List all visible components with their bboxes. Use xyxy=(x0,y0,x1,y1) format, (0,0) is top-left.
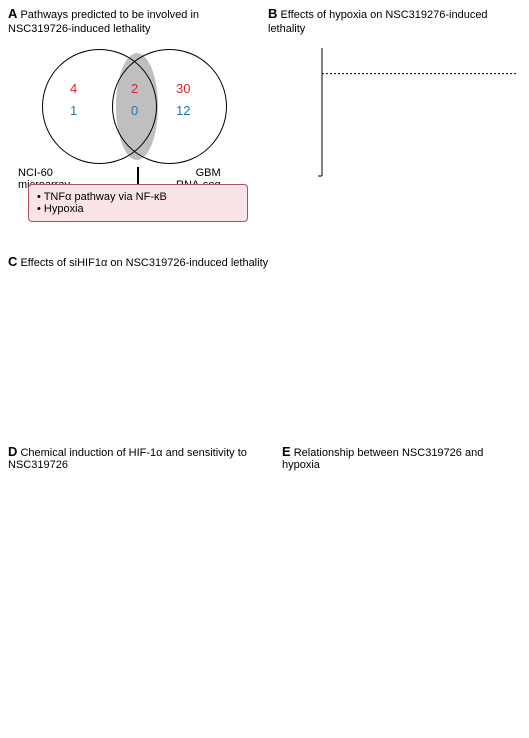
venn-right-circle xyxy=(112,49,227,164)
chart-c xyxy=(272,278,522,416)
result-line-0: • TNFα pathway via NF-κB xyxy=(37,191,239,203)
venn-right-red: 30 xyxy=(176,81,190,96)
panel-e-chart xyxy=(282,484,522,704)
panel-e: E Relationship between NSC319726 and hyp… xyxy=(282,444,522,471)
panel-d: D Chemical induction of HIF-1α and sensi… xyxy=(8,444,258,471)
panel-c-label: C xyxy=(8,254,17,269)
panel-e-label: E xyxy=(282,444,291,459)
venn-left-label-l1: NCI-60 xyxy=(18,167,70,179)
venn-left-red: 4 xyxy=(70,81,77,96)
chart-d xyxy=(20,482,260,632)
panel-a: A Pathways predicted to be involved in N… xyxy=(8,6,260,191)
panel-b-title: Effects of hypoxia on NSC319276-induced … xyxy=(268,9,488,35)
chart-b xyxy=(280,42,520,220)
panel-a-label: A xyxy=(8,6,17,21)
venn-diagram: 4 1 2 0 30 12 NCI-60 microarray GBM RNA-… xyxy=(8,41,248,191)
result-line-1: • Hypoxia xyxy=(37,203,239,215)
panel-d-header: D Chemical induction of HIF-1α and sensi… xyxy=(8,444,258,471)
panel-b-header: B Effects of hypoxia on NSC319276-induce… xyxy=(268,6,524,37)
panel-b-label: B xyxy=(268,6,277,21)
panel-c-title: Effects of siHIF1α on NSC319726-induced … xyxy=(20,257,268,269)
panel-e-title: Relationship between NSC319726 and hypox… xyxy=(282,447,483,471)
panel-a-header: A Pathways predicted to be involved in N… xyxy=(8,6,260,37)
venn-mid-red: 2 xyxy=(131,81,138,96)
panel-d-label: D xyxy=(8,444,17,459)
venn-mid-blue: 0 xyxy=(131,103,138,118)
venn-right-blue: 12 xyxy=(176,103,190,118)
panel-e-header: E Relationship between NSC319726 and hyp… xyxy=(282,444,522,471)
result-box: • TNFα pathway via NF-κB • Hypoxia xyxy=(28,184,248,222)
panel-c: C Effects of siHIF1α on NSC319726-induce… xyxy=(8,254,524,273)
venn-right-label-l1: GBM xyxy=(176,167,221,179)
panel-b: B Effects of hypoxia on NSC319276-induce… xyxy=(268,6,524,37)
panel-c-header: C Effects of siHIF1α on NSC319726-induce… xyxy=(8,254,524,269)
panel-d-title: Chemical induction of HIF-1α and sensiti… xyxy=(8,447,247,471)
venn-left-blue: 1 xyxy=(70,103,77,118)
panel-a-title: Pathways predicted to be involved in NSC… xyxy=(8,9,199,35)
